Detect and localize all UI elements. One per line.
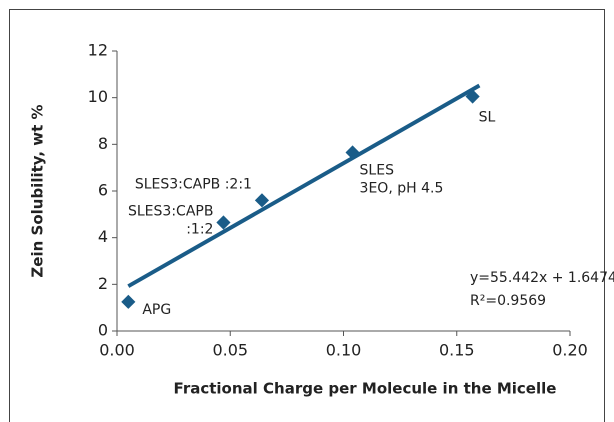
x-tick-label: 0.00 [99, 341, 135, 360]
y-tick-label: 2 [98, 274, 108, 293]
point-label: 3EO, pH 4.5 [360, 181, 444, 197]
point-label: SLES [360, 163, 395, 179]
y-tick-label: 12 [88, 41, 108, 60]
y-tick-label: 0 [98, 321, 108, 340]
equation: y=55.442x + 1.6474 [470, 270, 614, 286]
point-label: APG [142, 302, 171, 318]
y-tick-label: 6 [98, 181, 108, 200]
point-label: SLES3:CAPB [128, 204, 213, 220]
x-axis-label: Fractional Charge per Molecule in the Mi… [174, 380, 557, 398]
y-tick-label: 10 [88, 87, 108, 106]
point [465, 89, 480, 104]
x-tick-label: 0.10 [326, 341, 362, 360]
point [216, 215, 231, 230]
point-label: SL [479, 110, 496, 126]
point [345, 145, 360, 160]
r-squared: R²=0.9569 [470, 293, 546, 309]
frame [9, 9, 605, 422]
x-tick-label: 0.15 [439, 341, 475, 360]
y-tick-label: 4 [98, 227, 108, 246]
point [254, 193, 270, 208]
x-tick-label: 0.20 [552, 341, 588, 360]
point-label: :1:2 [186, 222, 213, 238]
trendline [127, 83, 481, 288]
y-tick-label: 8 [98, 134, 108, 153]
y-axis-label: Zein Solubility, wt % [29, 104, 47, 277]
point [121, 294, 136, 309]
x-tick-label: 0.05 [212, 341, 248, 360]
point-label: SLES3:CAPB :2:1 [135, 176, 252, 192]
